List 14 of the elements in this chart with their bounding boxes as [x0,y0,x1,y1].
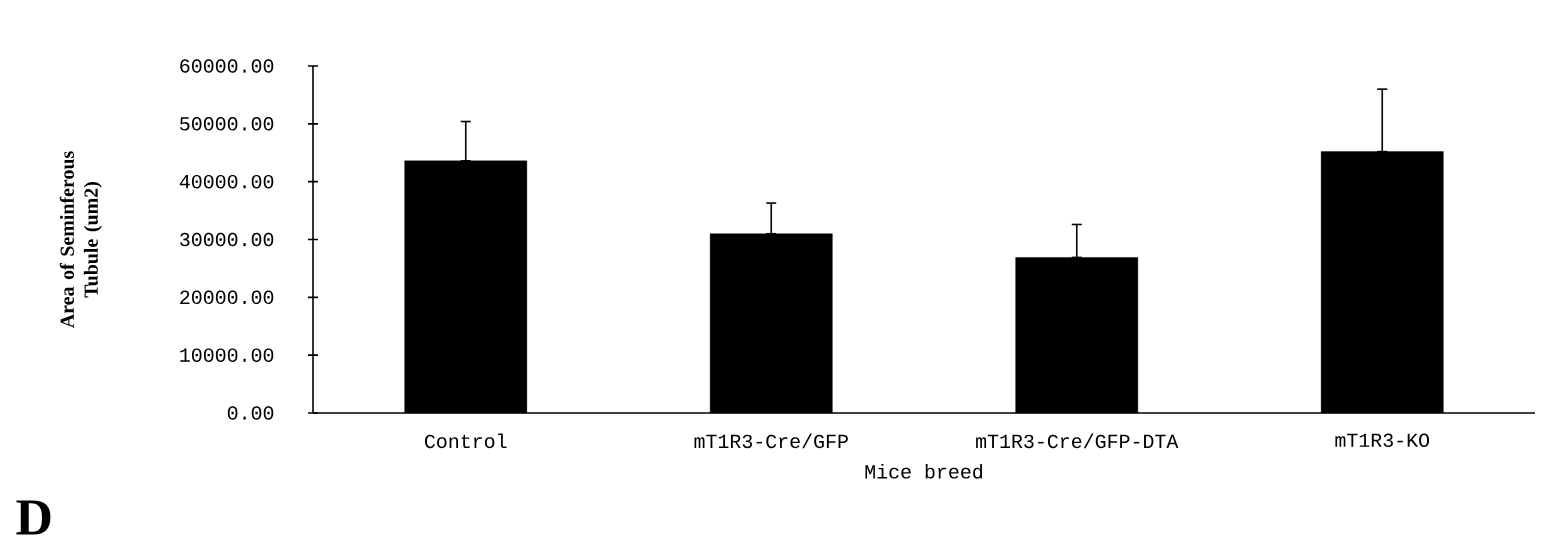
y-tick-label: 50000.00 [180,117,274,131]
y-tick-label: 10000.00 [180,348,274,362]
x-axis-title: Mice breed [865,463,983,479]
y-tick-label: 60000.00 [180,59,274,73]
text: D [16,500,51,535]
y-tick-label: 20000.00 [180,290,274,305]
y-axis-title: Area of Seminferous Tubule (um2) [59,151,102,329]
x-tick-label: mT1R3-Cre/GFP-DTA [976,433,1179,449]
x-tick-label: mT1R3-KO [1335,433,1430,448]
y-tick-label: 30000.00 [180,232,274,247]
x-tick-label: Control [424,433,507,449]
y-tick-label: 0.00 [227,406,274,420]
x-tick-label: mT1R3-Cre/GFP [694,433,848,449]
y-tick-label: 40000.00 [179,174,274,189]
